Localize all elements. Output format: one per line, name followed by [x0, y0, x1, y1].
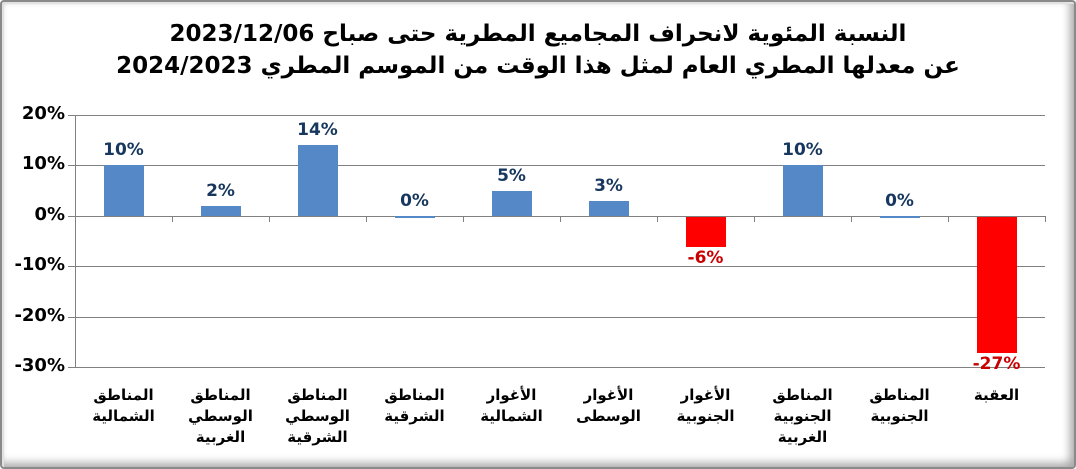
bar — [782, 165, 823, 216]
category-label-line: الوسطي — [188, 407, 253, 425]
chart-title: النسبة المئوية لانحراف المجاميع المطرية … — [2, 18, 1074, 82]
x-axis-tick — [1045, 215, 1046, 222]
category-label-line: المناطق — [93, 386, 154, 404]
bar — [685, 216, 726, 248]
category-label-line: الجنوبية — [870, 407, 929, 425]
bar-value-label: -27% — [972, 353, 1021, 374]
category-label-line: الجنوبية — [676, 407, 735, 425]
category-label-line: الشرقية — [287, 428, 348, 446]
category-label: المناطق الوسطي الغربية — [172, 385, 269, 448]
category-label-line: المناطق — [772, 386, 833, 404]
x-axis-tick — [560, 215, 561, 222]
x-axis-tick — [851, 215, 852, 222]
bar-value-label: 10% — [782, 140, 823, 161]
bar-value-label: 5% — [497, 165, 526, 186]
bar — [491, 190, 532, 216]
category-label: الأغوار الجنوبية — [657, 385, 754, 427]
bar — [200, 205, 241, 216]
y-axis-label: -10% — [14, 254, 65, 276]
y-axis-tick — [68, 316, 75, 318]
category-label-line: المناطق — [869, 386, 930, 404]
category-label-line: الوسطي — [285, 407, 350, 425]
y-axis-label: 20% — [21, 103, 65, 124]
y-axis-tick — [68, 115, 75, 116]
category-label: المناطق الشمالية — [75, 385, 172, 427]
category-label: الأغوار الشمالية — [463, 385, 560, 427]
category-label: المناطق الجنوبية الغربية — [754, 385, 851, 448]
bar-value-label: 0% — [400, 190, 429, 211]
x-axis-tick — [269, 215, 270, 222]
category-label-line: الوسطى — [576, 407, 641, 425]
x-axis-tick — [754, 215, 755, 222]
category-label: المناطق الجنوبية — [851, 385, 948, 427]
bar — [588, 200, 629, 216]
bar — [976, 216, 1017, 353]
bar — [297, 145, 338, 216]
bar-value-label: 10% — [103, 140, 144, 161]
y-axis-label: -20% — [14, 304, 65, 326]
bar — [103, 165, 144, 216]
category-label-line: المناطق — [384, 386, 445, 404]
y-axis-tick — [68, 215, 75, 217]
chart-title-line1: النسبة المئوية لانحراف المجاميع المطرية … — [169, 21, 907, 47]
bar — [879, 215, 920, 218]
bar-value-label: 0% — [885, 190, 914, 211]
category-label-line: الأغوار — [486, 386, 537, 404]
x-axis-tick — [172, 215, 173, 222]
category-label-line: الشمالية — [92, 407, 155, 425]
y-axis-label: -30% — [14, 355, 65, 376]
gridline — [75, 165, 1045, 167]
gridline — [75, 316, 1045, 318]
bar — [394, 215, 435, 218]
y-axis-tick — [68, 367, 75, 368]
category-label-line: الجنوبية — [773, 407, 832, 425]
category-label-line: الأغوار — [583, 386, 634, 404]
bar-value-label: 2% — [206, 180, 235, 201]
x-axis-tick — [366, 215, 367, 222]
category-label-line: الشرقية — [384, 407, 445, 425]
category-label-line: الأغوار — [680, 386, 731, 404]
gridline — [75, 115, 1045, 116]
bar-value-label: -6% — [687, 248, 724, 269]
category-label-line: الشمالية — [480, 407, 543, 425]
plot-area: 20% 10% 0% -10% -20% -30% 10% المناطق الشمالية 2%… — [14, 103, 1046, 446]
x-axis-tick — [657, 215, 658, 222]
chart-title-line2: عن معدلها المطري العام لمثل هذا الوقت من… — [116, 53, 960, 79]
category-label: العقبة — [948, 385, 1045, 406]
gridline — [75, 266, 1045, 268]
category-label-line: المناطق — [287, 386, 348, 404]
category-label: المناطق الوسطي الشرقية — [269, 385, 366, 448]
y-axis-tick — [68, 266, 75, 268]
gridline — [75, 367, 1045, 368]
bar-value-label: 14% — [297, 120, 338, 141]
x-axis-tick — [463, 215, 464, 222]
category-label: المناطق الشرقية — [366, 385, 463, 427]
category-label-line: المناطق — [190, 386, 251, 404]
y-axis-line — [75, 115, 76, 367]
x-axis-tick — [948, 215, 949, 222]
category-label-line: الغربية — [777, 428, 828, 446]
y-axis-label: 10% — [21, 153, 65, 175]
y-axis-tick — [68, 165, 75, 167]
category-label-line: العقبة — [973, 386, 1020, 404]
bar-value-label: 3% — [594, 175, 623, 196]
y-axis-label: 0% — [34, 203, 65, 225]
category-label-line: الغربية — [195, 428, 246, 446]
category-label: الأغوار الوسطى — [560, 385, 657, 427]
